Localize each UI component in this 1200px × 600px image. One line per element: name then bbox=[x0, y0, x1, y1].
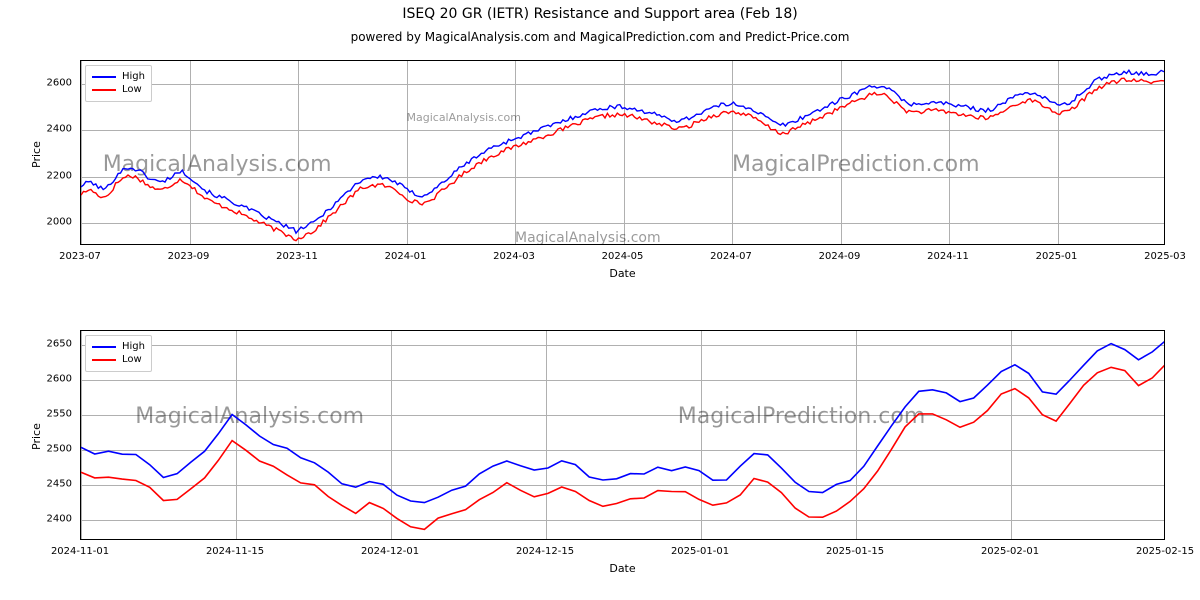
x-axis-label-top: Date bbox=[80, 267, 1165, 280]
series-high bbox=[81, 340, 1164, 502]
x-tick-label: 2024-09 bbox=[819, 251, 861, 262]
x-tick-label: 2024-11-01 bbox=[51, 546, 109, 557]
x-tick-label: 2025-01 bbox=[1036, 251, 1078, 262]
x-tick-label: 2025-02-01 bbox=[981, 546, 1039, 557]
chart-subtitle: powered by MagicalAnalysis.com and Magic… bbox=[0, 30, 1200, 44]
figure: ISEQ 20 GR (IETR) Resistance and Support… bbox=[0, 0, 1200, 600]
x-axis-label-bottom: Date bbox=[80, 562, 1165, 575]
legend-swatch bbox=[92, 89, 116, 91]
x-tick-label: 2024-05 bbox=[602, 251, 644, 262]
legend-swatch bbox=[92, 76, 116, 78]
x-tick-label: 2025-03 bbox=[1144, 251, 1186, 262]
y-axis-label-top: Price bbox=[30, 141, 43, 168]
y-tick-label: 2650 bbox=[24, 339, 72, 350]
plot-area-top: MagicalAnalysis.comMagicalAnalysis.comMa… bbox=[81, 61, 1164, 244]
series-svg bbox=[81, 331, 1164, 539]
legend-item: Low bbox=[92, 354, 145, 366]
legend-item: High bbox=[92, 341, 145, 353]
y-tick-label: 2400 bbox=[24, 514, 72, 525]
series-low bbox=[81, 78, 1164, 241]
x-tick-label: 2025-01-01 bbox=[671, 546, 729, 557]
x-tick-label: 2025-02-15 bbox=[1136, 546, 1194, 557]
x-tick-label: 2023-09 bbox=[168, 251, 210, 262]
y-tick-label: 2600 bbox=[24, 374, 72, 385]
series-svg bbox=[81, 61, 1164, 244]
x-tick-label: 2024-12-15 bbox=[516, 546, 574, 557]
x-tick-label: 2024-12-01 bbox=[361, 546, 419, 557]
legend-label: Low bbox=[122, 354, 142, 366]
x-tick-label: 2023-11 bbox=[276, 251, 318, 262]
y-tick-label: 2500 bbox=[24, 444, 72, 455]
x-tick-label: 2024-01 bbox=[385, 251, 427, 262]
chart-panel-bottom: MagicalAnalysis.comMagicalPrediction.com… bbox=[80, 330, 1165, 540]
x-tick-label: 2025-01-15 bbox=[826, 546, 884, 557]
y-tick-label: 2600 bbox=[24, 78, 72, 89]
legend-bottom: HighLow bbox=[85, 335, 152, 372]
legend-item: High bbox=[92, 71, 145, 83]
legend-swatch bbox=[92, 346, 116, 348]
chart-title: ISEQ 20 GR (IETR) Resistance and Support… bbox=[0, 6, 1200, 22]
y-tick-label: 2450 bbox=[24, 479, 72, 490]
x-tick-label: 2024-11-15 bbox=[206, 546, 264, 557]
legend-label: High bbox=[122, 71, 145, 83]
chart-panel-top: MagicalAnalysis.comMagicalAnalysis.comMa… bbox=[80, 60, 1165, 245]
plot-area-bottom: MagicalAnalysis.comMagicalPrediction.com bbox=[81, 331, 1164, 539]
legend-item: Low bbox=[92, 84, 145, 96]
y-tick-label: 2000 bbox=[24, 216, 72, 227]
legend-swatch bbox=[92, 359, 116, 361]
x-tick-label: 2023-07 bbox=[59, 251, 101, 262]
legend-label: High bbox=[122, 341, 145, 353]
x-tick-label: 2024-11 bbox=[927, 251, 969, 262]
x-tick-label: 2024-03 bbox=[493, 251, 535, 262]
y-tick-label: 2200 bbox=[24, 170, 72, 181]
y-tick-label: 2400 bbox=[24, 124, 72, 135]
x-tick-label: 2024-07 bbox=[710, 251, 752, 262]
legend-top: HighLow bbox=[85, 65, 152, 102]
series-low bbox=[81, 364, 1164, 530]
y-tick-label: 2550 bbox=[24, 409, 72, 420]
series-high bbox=[81, 70, 1164, 233]
legend-label: Low bbox=[122, 84, 142, 96]
